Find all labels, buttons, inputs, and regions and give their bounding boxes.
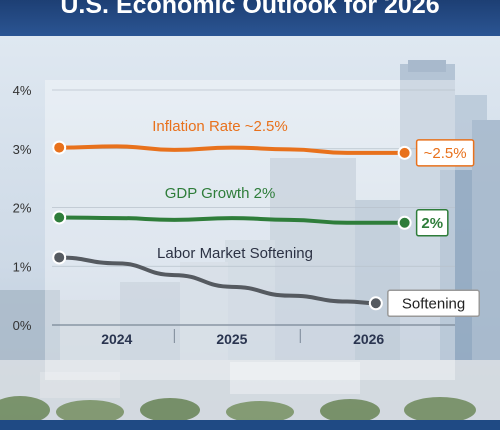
footer-bar (0, 420, 500, 430)
chart-title: U.S. Economic Outlook for 2026 (0, 0, 500, 36)
x-tick-label: 2024 (101, 331, 132, 347)
y-tick-label: 4% (13, 83, 32, 98)
y-tick-label: 2% (13, 201, 32, 216)
data-point-inflation-start (52, 140, 67, 155)
data-point-labor-start (52, 250, 67, 265)
series-line-inflation (57, 144, 407, 155)
data-point-labor-end (368, 296, 383, 311)
series-label-inflation: Inflation Rate ~2.5% (152, 118, 288, 135)
series-label-labor: Labor Market Softening (157, 245, 313, 262)
y-tick-label: 1% (13, 259, 32, 274)
x-tick-label: 2025 (216, 331, 247, 347)
series-label-gdp: GDP Growth 2% (165, 185, 276, 202)
y-tick-label: 0% (13, 318, 32, 333)
end-label-box-gdp (415, 209, 449, 237)
data-point-gdp-end (397, 215, 412, 230)
end-label-box-inflation (415, 139, 475, 167)
end-label-labor: Softening (402, 295, 465, 312)
series-line-gdp (57, 215, 407, 225)
end-label-box-labor (387, 289, 480, 318)
series-line-labor (57, 255, 378, 306)
x-tick-label: 2026 (353, 331, 384, 347)
y-tick-label: 3% (13, 142, 32, 157)
data-point-inflation-end (397, 145, 412, 160)
data-point-gdp-start (52, 210, 67, 225)
end-label-gdp: 2% (421, 215, 443, 232)
end-label-inflation: ~2.5% (424, 145, 467, 162)
